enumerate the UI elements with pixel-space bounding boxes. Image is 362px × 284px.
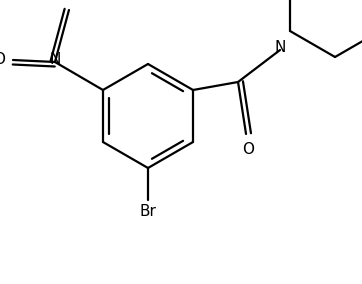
Text: N: N	[274, 41, 286, 55]
Text: O: O	[242, 142, 254, 157]
Text: O: O	[65, 0, 77, 2]
Text: O: O	[0, 53, 5, 68]
Text: N: N	[49, 53, 61, 68]
Text: Br: Br	[140, 204, 156, 219]
